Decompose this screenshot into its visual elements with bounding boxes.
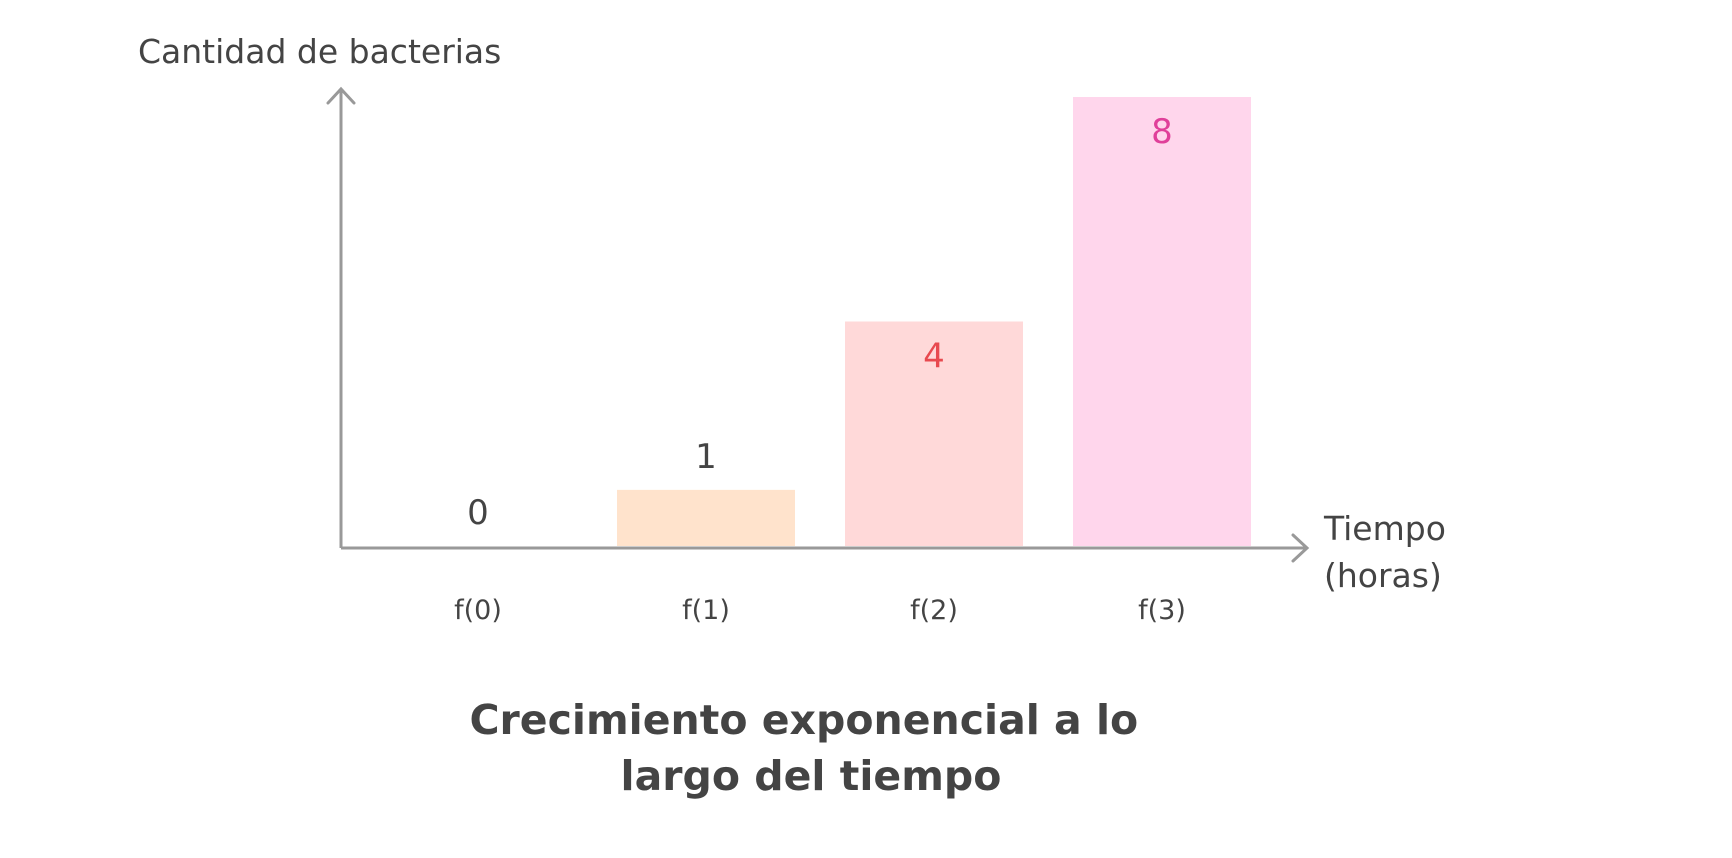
chart-title: Crecimiento exponencial a lo largo del t… (469, 696, 1152, 800)
y-axis-label: Cantidad de bacterias (138, 32, 501, 71)
chart-title-line-1: Crecimiento exponencial a lo (469, 696, 1138, 744)
bar-3 (1073, 97, 1251, 546)
value-labels: 0 1 4 8 (467, 112, 1173, 533)
tick-label-3: f(3) (1138, 595, 1186, 626)
x-axis-label-line-2: (horas) (1324, 556, 1442, 595)
bars (617, 97, 1251, 546)
value-label-3: 8 (1151, 112, 1173, 152)
y-axis-arrow-icon (326, 86, 356, 105)
x-tick-labels: f(0) f(1) f(2) f(3) (454, 595, 1186, 626)
value-label-0: 0 (467, 493, 489, 533)
tick-label-2: f(2) (910, 595, 958, 626)
x-axis-label-line-1: Tiempo (1323, 509, 1446, 548)
tick-label-0: f(0) (454, 595, 502, 626)
value-label-1: 1 (695, 437, 717, 477)
bar-1 (617, 489, 795, 546)
x-axis-label: Tiempo (horas) (1323, 509, 1456, 595)
bar-2 (845, 321, 1023, 546)
chart-title-line-2: largo del tiempo (621, 752, 1002, 800)
x-axis-arrow-icon (1291, 533, 1310, 563)
axes (326, 86, 1310, 563)
value-label-2: 4 (923, 337, 945, 377)
tick-label-1: f(1) (682, 595, 730, 626)
